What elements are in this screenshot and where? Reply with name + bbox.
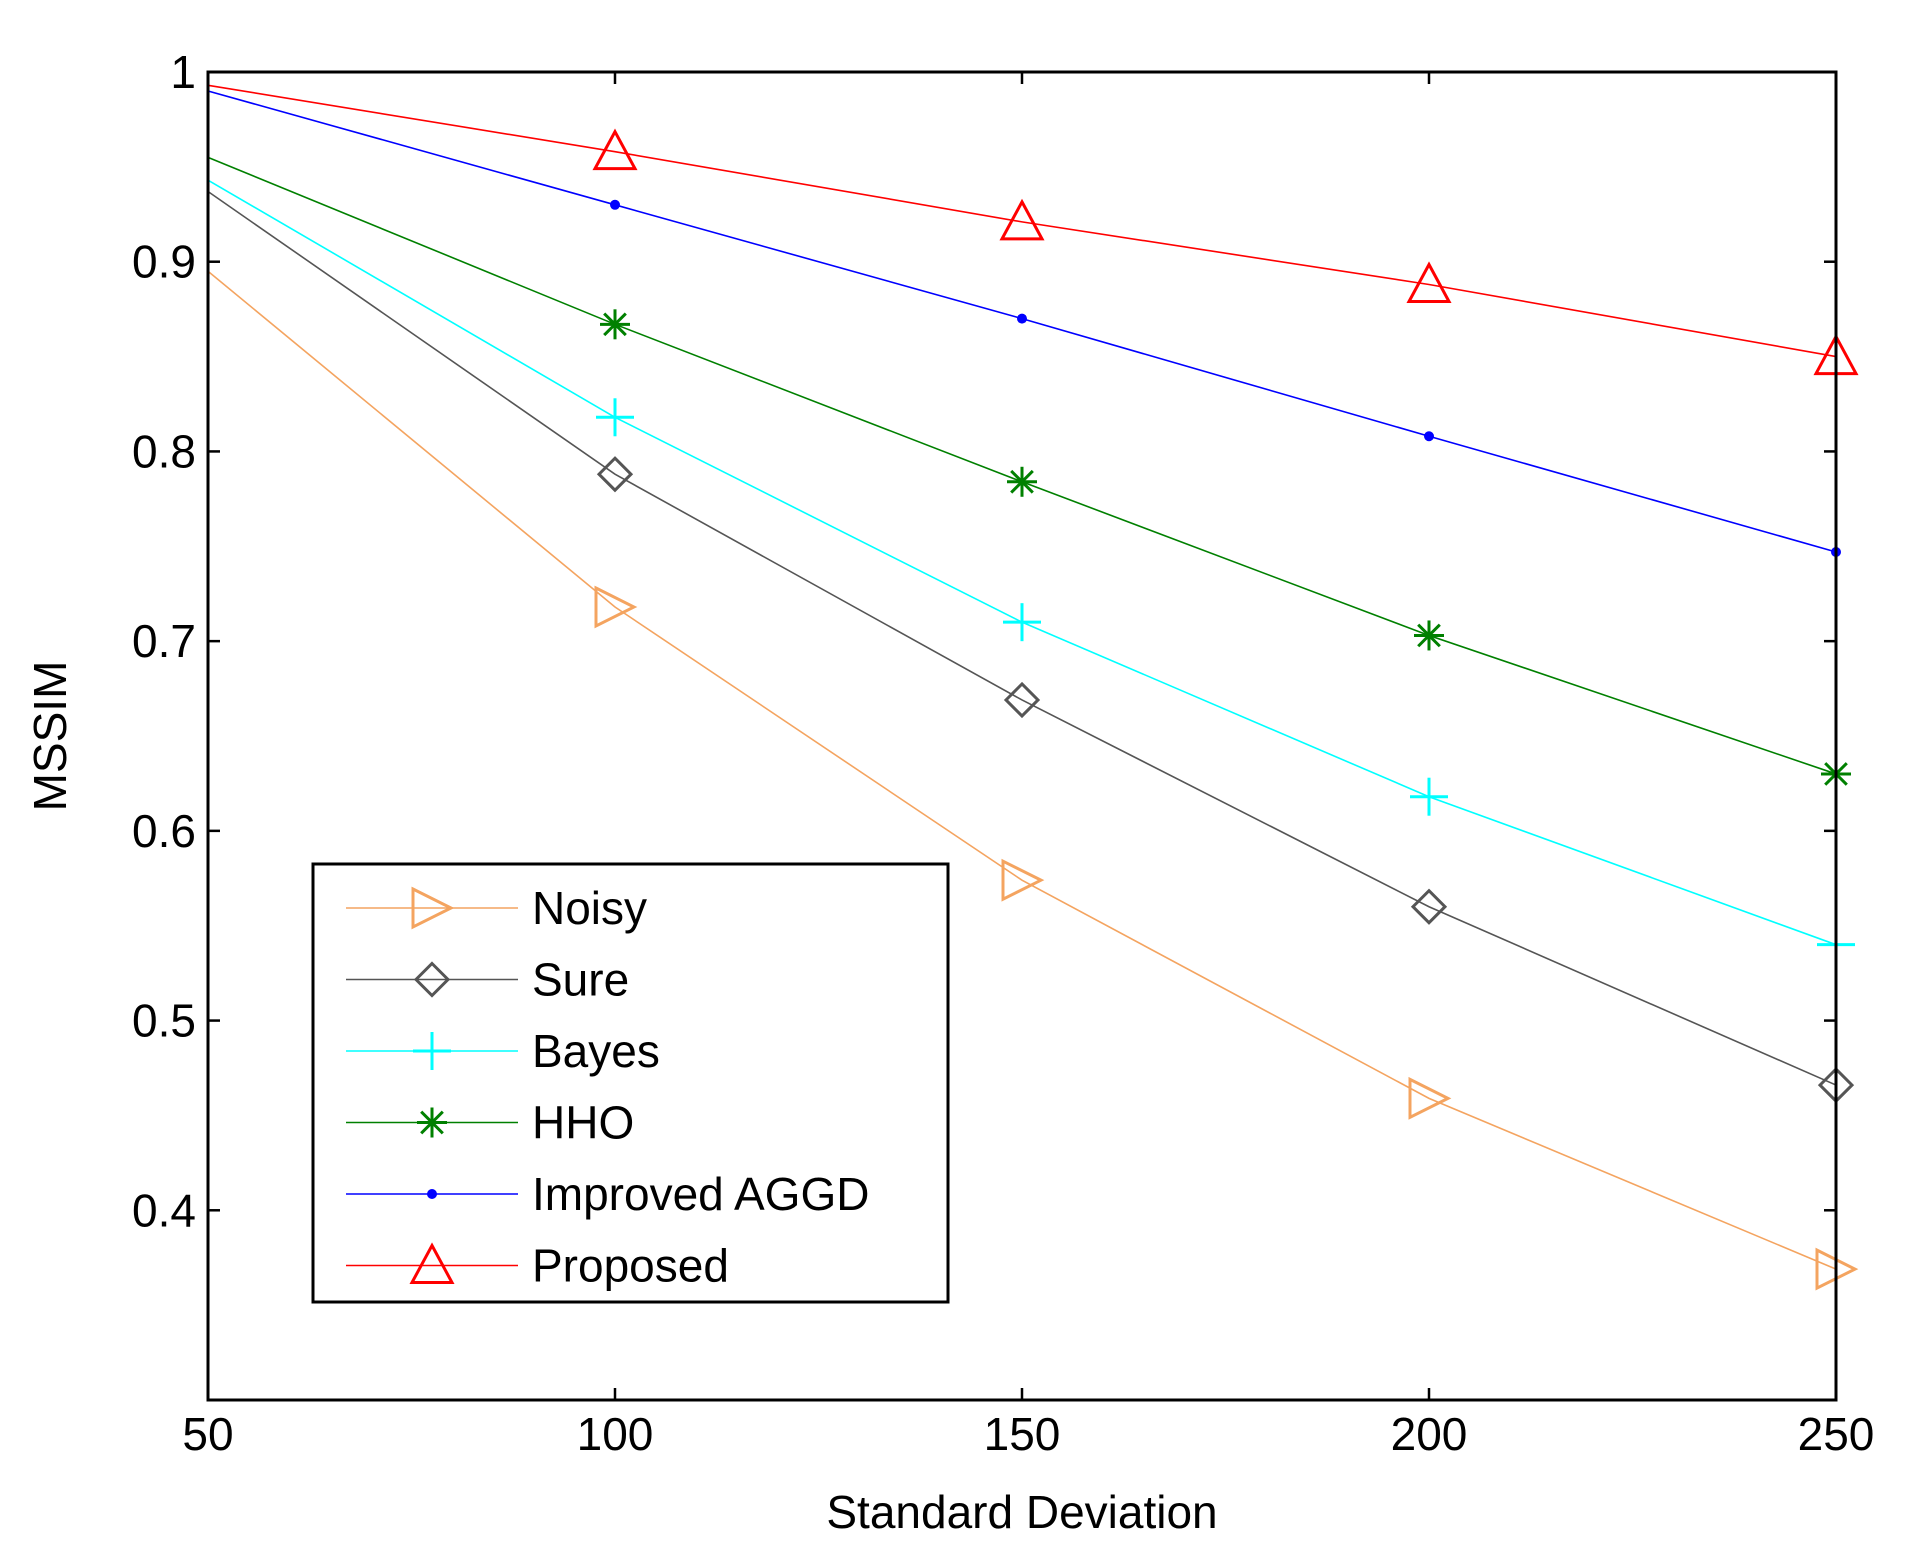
triangle-up-marker-shape xyxy=(409,1242,455,1284)
y-tick-label: 0.9 xyxy=(132,236,196,288)
y-axis-title: MSSIM xyxy=(24,661,76,812)
legend-label-bayes: Bayes xyxy=(532,1025,660,1077)
legend-label-hho: HHO xyxy=(532,1097,634,1149)
y-tick-label: 0.8 xyxy=(132,425,196,477)
legend-item-sure: Sure xyxy=(346,954,629,1006)
x-tick-label: 250 xyxy=(1798,1408,1875,1460)
y-tick-label: 0.4 xyxy=(132,1184,196,1236)
point-marker-shape xyxy=(1017,313,1027,324)
series-layer xyxy=(207,84,1859,1291)
data-point-improved-aggd xyxy=(610,199,620,210)
legend-item-bayes: Bayes xyxy=(346,1025,660,1077)
legend-item-improved-aggd: Improved AGGD xyxy=(346,1168,869,1220)
asterisk-marker-d2 xyxy=(1010,469,1034,494)
series-line-noisy xyxy=(207,270,1837,1270)
series-proposed xyxy=(207,84,1859,376)
data-point-hho xyxy=(600,309,630,340)
legend-marker-proposed xyxy=(409,1242,455,1284)
series-line-proposed xyxy=(207,84,1837,358)
legend-item-hho: HHO xyxy=(346,1097,634,1149)
series-improved-aggd xyxy=(207,90,1841,557)
x-tick-label: 200 xyxy=(1391,1408,1468,1460)
x-tick-label: 50 xyxy=(182,1408,233,1460)
asterisk-marker-d2 xyxy=(420,1110,444,1135)
legend-marker-noisy xyxy=(411,886,455,930)
legend-marker-hho xyxy=(417,1107,447,1138)
data-point-improved-aggd xyxy=(1424,431,1434,442)
data-point-noisy xyxy=(1001,858,1045,902)
data-point-hho xyxy=(1007,466,1037,497)
legend: Noisy Sure Bayes HHO Improved AGGD Proposed xyxy=(311,862,950,1304)
legend-items: Noisy Sure Bayes HHO Improved AGGD Proposed xyxy=(346,882,869,1292)
legend-label-improved-aggd: Improved AGGD xyxy=(532,1168,869,1220)
point-marker-shape xyxy=(1424,431,1434,442)
x-tick-label: 100 xyxy=(577,1408,654,1460)
y-tick-label: 1 xyxy=(170,46,196,98)
series-line-hho xyxy=(207,156,1837,775)
diamond-marker-shape xyxy=(1410,888,1448,925)
ticks-layer: 50 100 150 200 250 0.4 0.5 0.6 0.7 0.8 0.9 1 xyxy=(132,46,1874,1460)
data-point-noisy xyxy=(594,585,638,629)
y-tick-label: 0.5 xyxy=(132,995,196,1047)
data-point-proposed xyxy=(999,198,1045,241)
legend-item-noisy: Noisy xyxy=(346,882,647,934)
y-tick-label: 0.6 xyxy=(132,805,196,857)
legend-label-proposed: Proposed xyxy=(532,1240,729,1292)
diamond-marker-shape xyxy=(413,961,451,998)
series-line-sure xyxy=(207,190,1837,1086)
point-marker-shape xyxy=(610,199,620,210)
data-point-sure xyxy=(1410,888,1448,925)
point-marker-shape xyxy=(427,1189,437,1199)
x-axis-title: Standard Deviation xyxy=(826,1486,1217,1538)
x-tick-label: 150 xyxy=(984,1408,1061,1460)
legend-marker-bayes xyxy=(413,1032,451,1070)
diamond-marker-shape xyxy=(596,456,634,493)
data-point-sure xyxy=(1003,681,1041,719)
data-point-bayes xyxy=(596,398,634,437)
triangle-up-marker-shape xyxy=(592,128,638,171)
triangle-right-marker-shape xyxy=(1001,858,1045,902)
data-point-bayes xyxy=(1003,603,1041,642)
series-hho xyxy=(207,156,1851,789)
series-line-bayes xyxy=(207,179,1837,946)
series-bayes xyxy=(207,179,1855,964)
legend-box xyxy=(311,862,950,1304)
diamond-marker-shape xyxy=(1003,681,1041,719)
asterisk-marker-d2 xyxy=(603,312,627,337)
data-point-improved-aggd xyxy=(1017,313,1027,324)
data-point-hho xyxy=(1414,620,1444,651)
data-point-proposed xyxy=(592,128,638,171)
y-tick-label: 0.7 xyxy=(132,615,196,667)
triangle-right-marker-shape xyxy=(411,886,455,930)
legend-label-noisy: Noisy xyxy=(532,882,647,934)
legend-item-proposed: Proposed xyxy=(346,1240,729,1292)
data-point-noisy xyxy=(1408,1076,1452,1120)
legend-label-sure: Sure xyxy=(532,954,629,1006)
data-point-sure xyxy=(596,456,634,493)
triangle-right-marker-shape xyxy=(1408,1076,1452,1120)
data-point-bayes xyxy=(1410,777,1448,816)
legend-marker-sure xyxy=(413,961,451,998)
data-point-proposed xyxy=(1406,261,1452,303)
legend-marker-improved-aggd xyxy=(427,1189,437,1199)
triangle-right-marker-shape xyxy=(594,585,638,629)
triangle-up-marker-shape xyxy=(1406,261,1452,303)
triangle-up-marker-shape xyxy=(999,198,1045,241)
series-sure xyxy=(207,190,1855,1104)
asterisk-marker-d2 xyxy=(1417,623,1441,648)
